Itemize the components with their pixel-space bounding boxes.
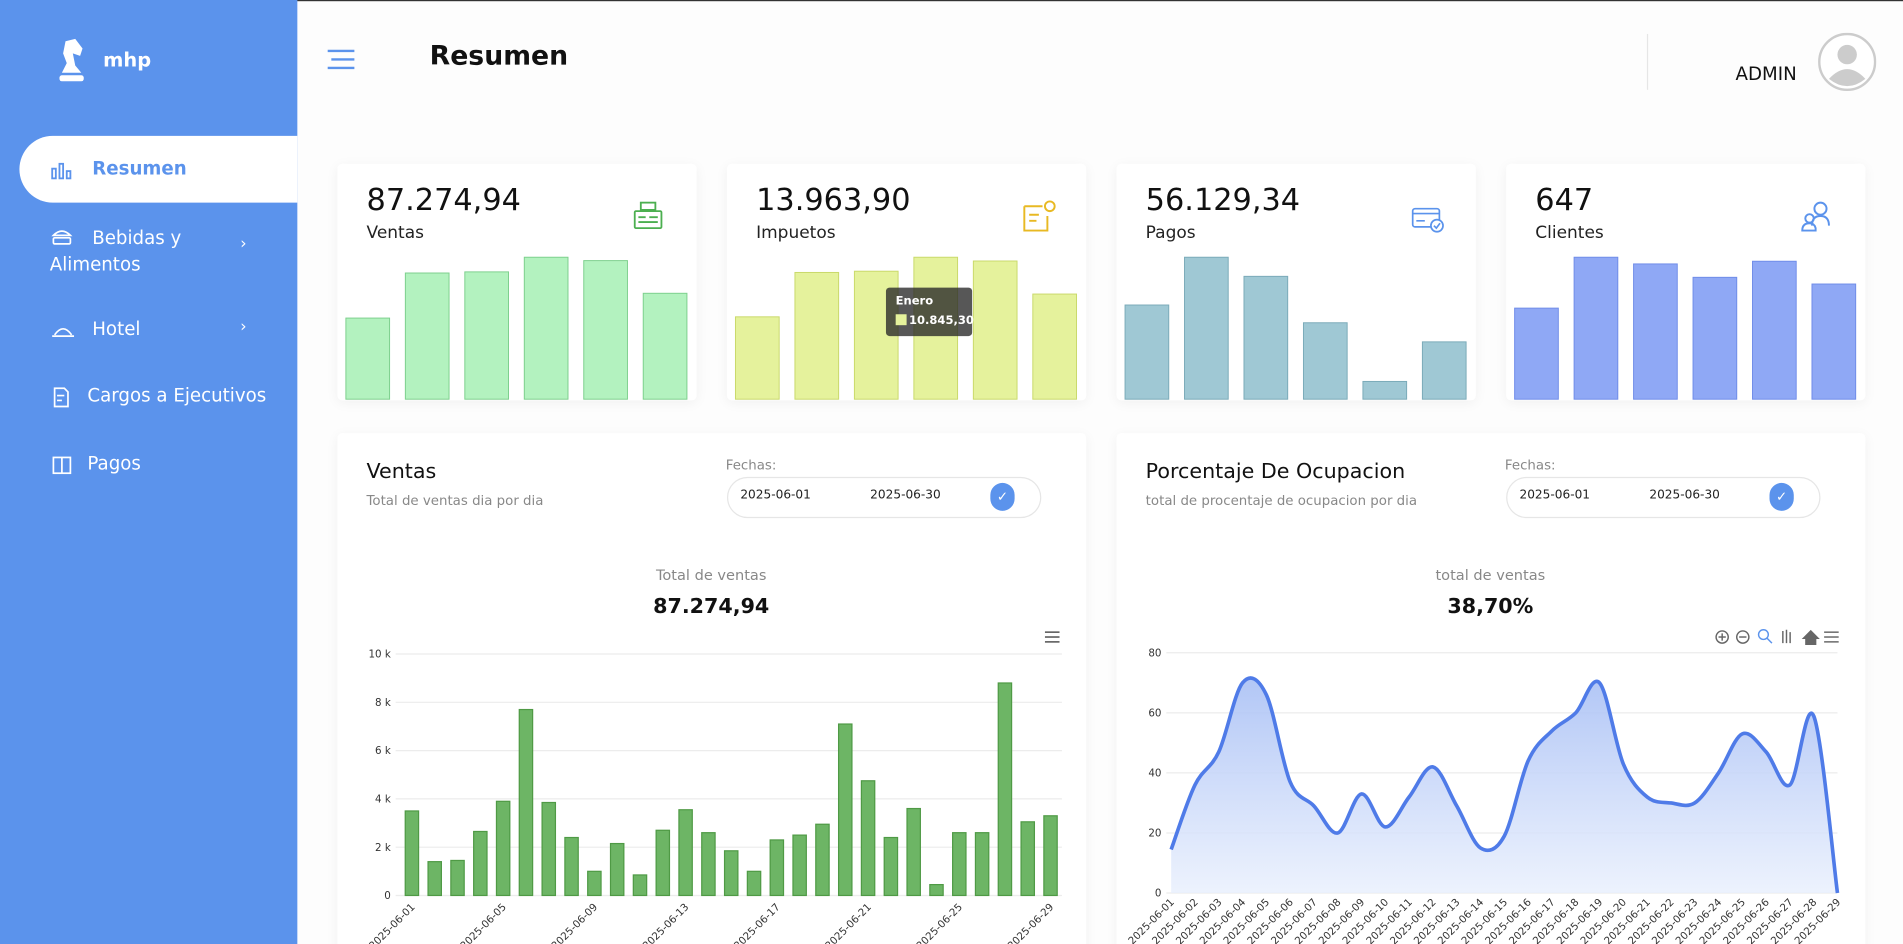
- hamburger[interactable]: [326, 47, 355, 71]
- date-label: Fechas:: [1504, 457, 1556, 474]
- apply-button[interactable]: ✓: [1769, 482, 1794, 511]
- total-value: 87.274,94: [653, 594, 770, 619]
- icon-chart: [51, 162, 72, 180]
- kpi-icon: [1801, 201, 1830, 232]
- kpi-icon: [633, 201, 663, 230]
- kpi-value: 13.963,90: [756, 182, 911, 218]
- kpi-label: Pagos: [1145, 223, 1196, 243]
- sidebar: mhp Resumen Bebidas y Alimentos › Hotel …: [0, 0, 298, 944]
- page-title: Resumen: [429, 41, 569, 72]
- panel-subtitle: Total de ventas dia por dia: [366, 492, 544, 509]
- brand: mhp: [103, 48, 152, 72]
- kpi-label: Impuetos: [756, 223, 836, 243]
- kpi-value: 647: [1535, 182, 1594, 218]
- menu-item[interactable]: Cargos a Ejecutivos: [87, 384, 267, 407]
- avatar[interactable]: [1818, 32, 1877, 91]
- date-to: 2025-06-30: [870, 488, 941, 503]
- kpi-value: 56.129,34: [1145, 182, 1301, 218]
- menu-item[interactable]: Resumen: [92, 157, 187, 180]
- icon-food: [51, 230, 73, 245]
- kpi-value: 87.274,94: [366, 182, 521, 218]
- icon-pagos: [52, 456, 72, 475]
- kpi-card: [726, 163, 1087, 401]
- kpi-label: Clientes: [1535, 223, 1604, 243]
- kpi-icon: [1023, 200, 1056, 232]
- logo-icon: [59, 38, 84, 82]
- kpi-card: [1116, 163, 1476, 401]
- total-value: 38,70%: [1447, 594, 1534, 619]
- panel-title: Ventas: [366, 459, 437, 485]
- date-box[interactable]: [726, 476, 1042, 519]
- date-from: 2025-06-01: [1519, 488, 1591, 503]
- date-label: Fechas:: [725, 457, 777, 474]
- user-name: ADMIN: [1735, 63, 1797, 85]
- date-to: 2025-06-30: [1649, 488, 1720, 503]
- panel-subtitle: total de procentaje de ocupacion por dia: [1145, 492, 1418, 509]
- date-box[interactable]: [1506, 476, 1821, 519]
- icon-hotel: [52, 327, 75, 337]
- apply-button[interactable]: ✓: [990, 482, 1015, 511]
- menu-item[interactable]: Hotel: [92, 317, 141, 340]
- top-border: [0, 0, 1903, 2]
- total-label: Total de ventas: [655, 566, 767, 584]
- kpi-card: [337, 163, 697, 401]
- kpi-card: [1506, 163, 1866, 401]
- total-label: total de ventas: [1435, 566, 1546, 584]
- chevron: ›: [240, 317, 247, 337]
- menu-item[interactable]: Bebidas y Alimentos: [49, 226, 182, 276]
- separator: [1646, 33, 1649, 90]
- chevron: ›: [240, 235, 247, 254]
- active-pill[interactable]: [19, 135, 298, 203]
- date-from: 2025-06-01: [740, 488, 811, 503]
- panel-title: Porcentaje De Ocupacion: [1145, 459, 1406, 485]
- kpi-icon: [1411, 207, 1444, 233]
- menu-item[interactable]: Pagos: [87, 452, 141, 475]
- kpi-label: Ventas: [366, 223, 424, 243]
- icon-doc: [53, 387, 69, 408]
